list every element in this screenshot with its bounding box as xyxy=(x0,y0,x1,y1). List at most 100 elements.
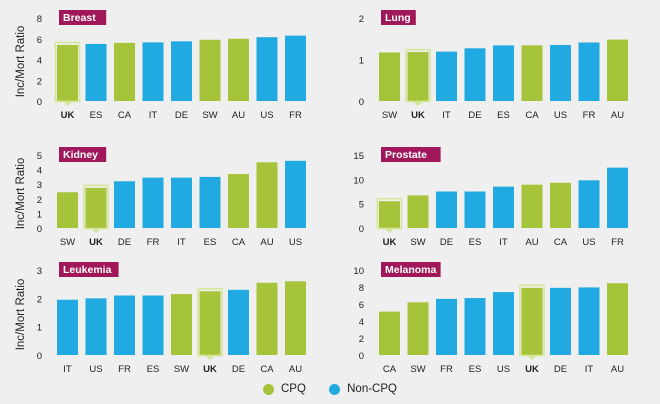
y-axis-label: Inc/Mort Ratio xyxy=(15,26,27,98)
x-tick-label: IT xyxy=(442,110,451,121)
bar-sw xyxy=(171,294,192,355)
bar-es xyxy=(199,176,221,228)
bar-es xyxy=(464,191,486,228)
bar-sw xyxy=(199,39,221,101)
y-tick-label: 15 xyxy=(353,151,364,162)
x-tick-label: US xyxy=(497,364,510,375)
bar-uk xyxy=(379,201,400,228)
x-tick-label: CA xyxy=(554,237,568,248)
x-tick-label: CA xyxy=(118,110,132,121)
y-tick-label: 6 xyxy=(37,35,42,46)
bar-fr xyxy=(114,295,135,355)
bar-uk xyxy=(521,287,543,355)
bar-au xyxy=(228,38,249,101)
x-tick-label: AU xyxy=(232,110,245,121)
x-tick-label: ES xyxy=(497,110,510,121)
x-tick-label: AU xyxy=(260,237,273,248)
y-axis-label: Inc/Mort Ratio xyxy=(15,158,27,230)
bar-fr xyxy=(607,167,628,228)
x-tick-label: UK xyxy=(203,364,217,375)
x-tick-label: FR xyxy=(583,110,596,121)
x-tick-label: CA xyxy=(525,110,539,121)
panel-title-tag xyxy=(59,10,107,25)
y-tick-label: 10 xyxy=(353,266,364,277)
y-tick-label: 2 xyxy=(359,14,364,25)
bar-sw xyxy=(57,192,78,228)
y-tick-label: 1 xyxy=(359,56,364,67)
x-tick-label: DE xyxy=(232,364,245,375)
x-tick-label: SW xyxy=(202,110,217,121)
x-tick-label: UK xyxy=(411,110,425,121)
x-tick-label: ES xyxy=(147,364,160,375)
panel-title-tag xyxy=(381,10,416,25)
y-tick-label: 8 xyxy=(37,14,42,25)
x-tick-label: CA xyxy=(383,364,397,375)
highlight-pointer-icon xyxy=(91,228,101,233)
x-tick-label: DE xyxy=(440,237,453,248)
bar-uk xyxy=(407,52,429,101)
bar-us xyxy=(550,44,571,101)
y-tick-label: 0 xyxy=(37,97,42,108)
highlight-pointer-icon xyxy=(384,228,395,233)
highlight-pointer-icon xyxy=(413,101,423,106)
bar-it xyxy=(493,186,514,228)
y-tick-label: 10 xyxy=(353,175,364,186)
x-tick-label: AU xyxy=(611,110,624,121)
bar-us xyxy=(285,160,306,228)
bar-de xyxy=(228,289,249,355)
x-tick-label: FR xyxy=(289,110,302,121)
bar-de xyxy=(436,191,457,228)
non-cpq-swatch-icon xyxy=(329,383,341,395)
bar-it xyxy=(171,177,192,228)
x-tick-label: UK xyxy=(383,237,397,248)
highlight-pointer-icon xyxy=(527,355,537,360)
bar-sw xyxy=(407,302,429,355)
bar-ca xyxy=(114,42,135,101)
x-tick-label: CA xyxy=(232,237,246,248)
x-tick-label: IT xyxy=(177,237,186,248)
x-tick-label: DE xyxy=(175,110,188,121)
legend-item-non-cpq: Non-CPQ xyxy=(329,383,397,395)
x-tick-label: FR xyxy=(118,364,131,375)
x-tick-label: CA xyxy=(260,364,274,375)
panel-title-tag xyxy=(381,262,441,277)
y-tick-label: 3 xyxy=(37,180,42,191)
x-tick-label: DE xyxy=(118,237,131,248)
x-tick-label: IT xyxy=(63,364,72,375)
bar-de xyxy=(464,48,486,101)
y-tick-label: 3 xyxy=(37,266,42,277)
bar-au xyxy=(285,281,306,355)
x-tick-label: ES xyxy=(204,237,217,248)
x-tick-label: SW xyxy=(174,364,189,375)
x-tick-label: ES xyxy=(90,110,103,121)
x-tick-label: US xyxy=(582,237,595,248)
panel-title-tag xyxy=(381,147,441,162)
cpq-swatch-icon xyxy=(263,383,274,395)
bar-fr xyxy=(436,298,457,355)
highlight-pointer-icon xyxy=(62,101,73,106)
bar-us xyxy=(493,292,514,355)
bar-au xyxy=(521,184,543,228)
y-tick-label: 1 xyxy=(37,209,42,220)
bar-sw xyxy=(407,195,429,228)
panel-title: Leukemia xyxy=(63,264,112,276)
x-tick-label: UK xyxy=(61,110,75,121)
x-tick-label: AU xyxy=(525,237,538,248)
x-tick-label: UK xyxy=(525,364,539,375)
bar-au xyxy=(607,39,628,101)
y-tick-label: 1 xyxy=(37,323,42,334)
y-axis-label: Inc/Mort Ratio xyxy=(15,279,27,351)
y-tick-label: 4 xyxy=(37,166,42,177)
y-tick-label: 0 xyxy=(359,351,364,362)
y-tick-label: 2 xyxy=(37,195,42,206)
x-tick-label: US xyxy=(289,237,302,248)
y-tick-label: 2 xyxy=(37,294,42,305)
x-tick-label: SW xyxy=(410,237,425,248)
bar-de xyxy=(550,287,571,355)
highlight-pointer-icon xyxy=(205,355,215,360)
bar-us xyxy=(85,298,107,355)
panel-title: Prostate xyxy=(385,149,427,161)
